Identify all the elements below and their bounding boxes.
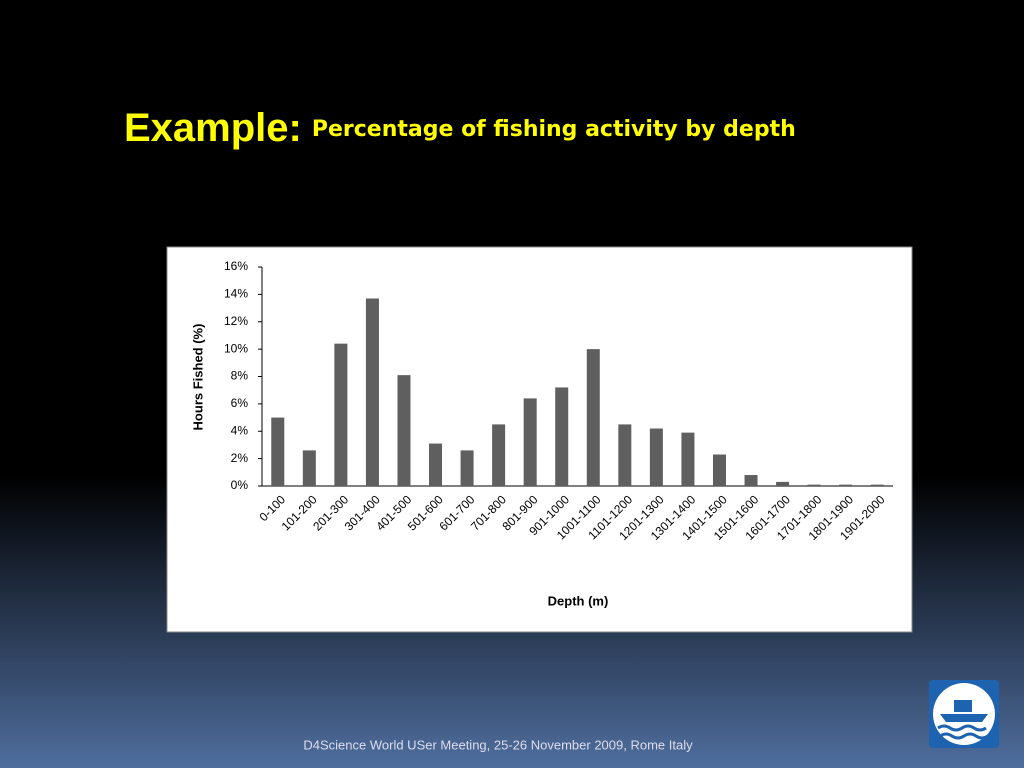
y-tick-label: 6%: [231, 396, 249, 410]
bar: [744, 475, 758, 486]
y-tick-label: 2%: [231, 451, 249, 465]
bar: [681, 432, 695, 486]
y-tick-label: 14%: [224, 287, 248, 301]
bar: [586, 349, 600, 486]
y-tick-label: 4%: [231, 423, 249, 437]
bar: [397, 375, 411, 486]
bar: [523, 398, 537, 486]
bar: [649, 428, 663, 486]
bar: [839, 484, 853, 486]
chart-frame: [166, 246, 913, 633]
slide-title: Example: Percentage of fishing activity b…: [124, 106, 796, 150]
bar: [460, 450, 474, 486]
bar: [712, 454, 726, 486]
footer: D4Science World USer Meeting, 25-26 Nove…: [303, 737, 693, 752]
bar: [776, 481, 790, 486]
bar: [334, 343, 348, 486]
chart-title: Percentage of fishing activity by depth: [312, 117, 796, 142]
bar: [618, 424, 632, 486]
y-tick-label: 16%: [224, 259, 248, 273]
bar: [271, 417, 285, 486]
bar: [365, 298, 379, 486]
y-tick-label: 12%: [224, 314, 248, 328]
bar: [302, 450, 316, 486]
y-tick-label: 8%: [231, 369, 249, 383]
y-tick-label: 10%: [224, 341, 248, 355]
logo: [929, 680, 999, 748]
y-axis-label: Hours Fished (%): [190, 324, 205, 431]
y-tick-label: 0%: [231, 478, 249, 492]
title-lead: Example:: [124, 106, 302, 150]
bar: [429, 443, 443, 486]
x-axis-label: Depth (m): [548, 593, 609, 608]
bar: [807, 484, 821, 486]
bar: [492, 424, 506, 486]
bar: [555, 387, 569, 486]
bar: [870, 484, 884, 486]
